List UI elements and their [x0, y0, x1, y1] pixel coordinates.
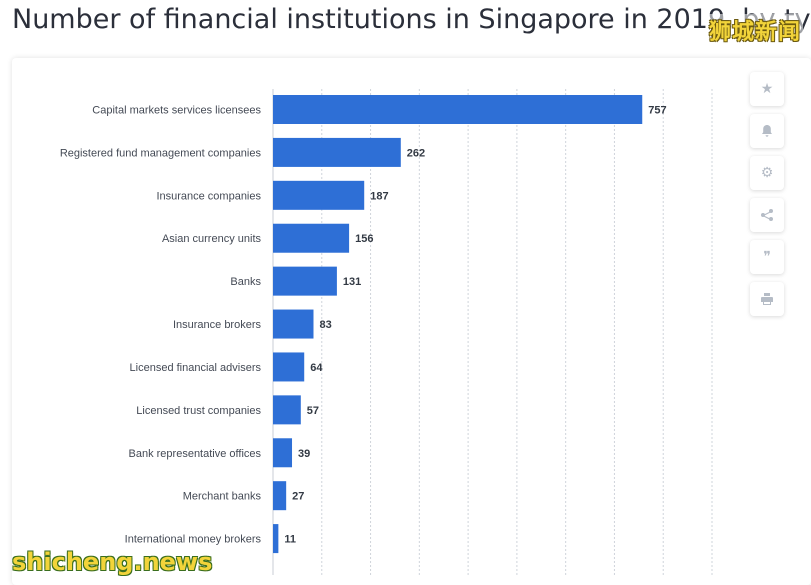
bell-icon	[762, 125, 772, 137]
chart-toolbar: ★ ⚙ ❞	[750, 72, 784, 316]
print-icon	[761, 293, 773, 305]
value-label: 57	[307, 405, 319, 417]
category-labels: Capital markets services licensees Regist…	[60, 105, 262, 546]
value-label: 64	[310, 362, 323, 374]
category-label: International money brokers	[125, 534, 262, 546]
watermark-bottom: shicheng.news	[12, 548, 213, 576]
bar[interactable]	[273, 266, 337, 296]
value-labels: 757 262 187 156 131 83 64 57 39 27 11	[284, 105, 666, 546]
value-label: 757	[648, 105, 666, 117]
bar[interactable]	[273, 95, 643, 124]
value-label: 131	[343, 276, 361, 288]
category-label: Insurance companies	[156, 190, 261, 202]
bar[interactable]	[273, 524, 279, 554]
bar[interactable]	[273, 223, 350, 253]
bars	[273, 95, 643, 554]
category-label: Capital markets services licensees	[92, 105, 261, 117]
category-label: Bank representative offices	[129, 448, 262, 460]
gear-icon: ⚙	[760, 165, 774, 181]
value-label: 187	[370, 190, 388, 202]
value-label: 39	[298, 448, 310, 460]
bar[interactable]	[273, 481, 287, 511]
category-label: Licensed financial advisers	[130, 362, 262, 374]
category-label: Registered fund management companies	[60, 147, 262, 159]
bar[interactable]	[273, 180, 365, 210]
value-label: 83	[319, 319, 331, 331]
cite-button[interactable]: ❞	[750, 240, 784, 274]
share-button[interactable]	[750, 198, 784, 232]
page-title: Number of financial institutions in Sing…	[12, 4, 811, 35]
category-label: Asian currency units	[162, 233, 262, 245]
category-label: Licensed trust companies	[136, 405, 261, 417]
value-label: 11	[284, 534, 296, 546]
bar[interactable]	[273, 137, 401, 167]
settings-button[interactable]: ⚙	[750, 156, 784, 190]
notification-button[interactable]	[750, 114, 784, 148]
star-icon: ★	[760, 81, 774, 97]
category-label: Insurance brokers	[173, 319, 262, 331]
bar[interactable]	[273, 309, 314, 339]
category-label: Banks	[230, 276, 261, 288]
quote-icon: ❞	[763, 249, 771, 265]
watermark-top: 狮城新闻	[706, 14, 803, 46]
bar[interactable]	[273, 438, 293, 468]
bar[interactable]	[273, 352, 305, 382]
category-label: Merchant banks	[183, 491, 262, 503]
print-button[interactable]	[750, 282, 784, 316]
chart-card	[12, 58, 811, 585]
share-icon	[761, 209, 773, 221]
favorite-button[interactable]: ★	[750, 72, 784, 106]
value-label: 262	[407, 147, 425, 159]
bar[interactable]	[273, 395, 301, 425]
value-label: 27	[292, 491, 304, 503]
value-label: 156	[355, 233, 373, 245]
